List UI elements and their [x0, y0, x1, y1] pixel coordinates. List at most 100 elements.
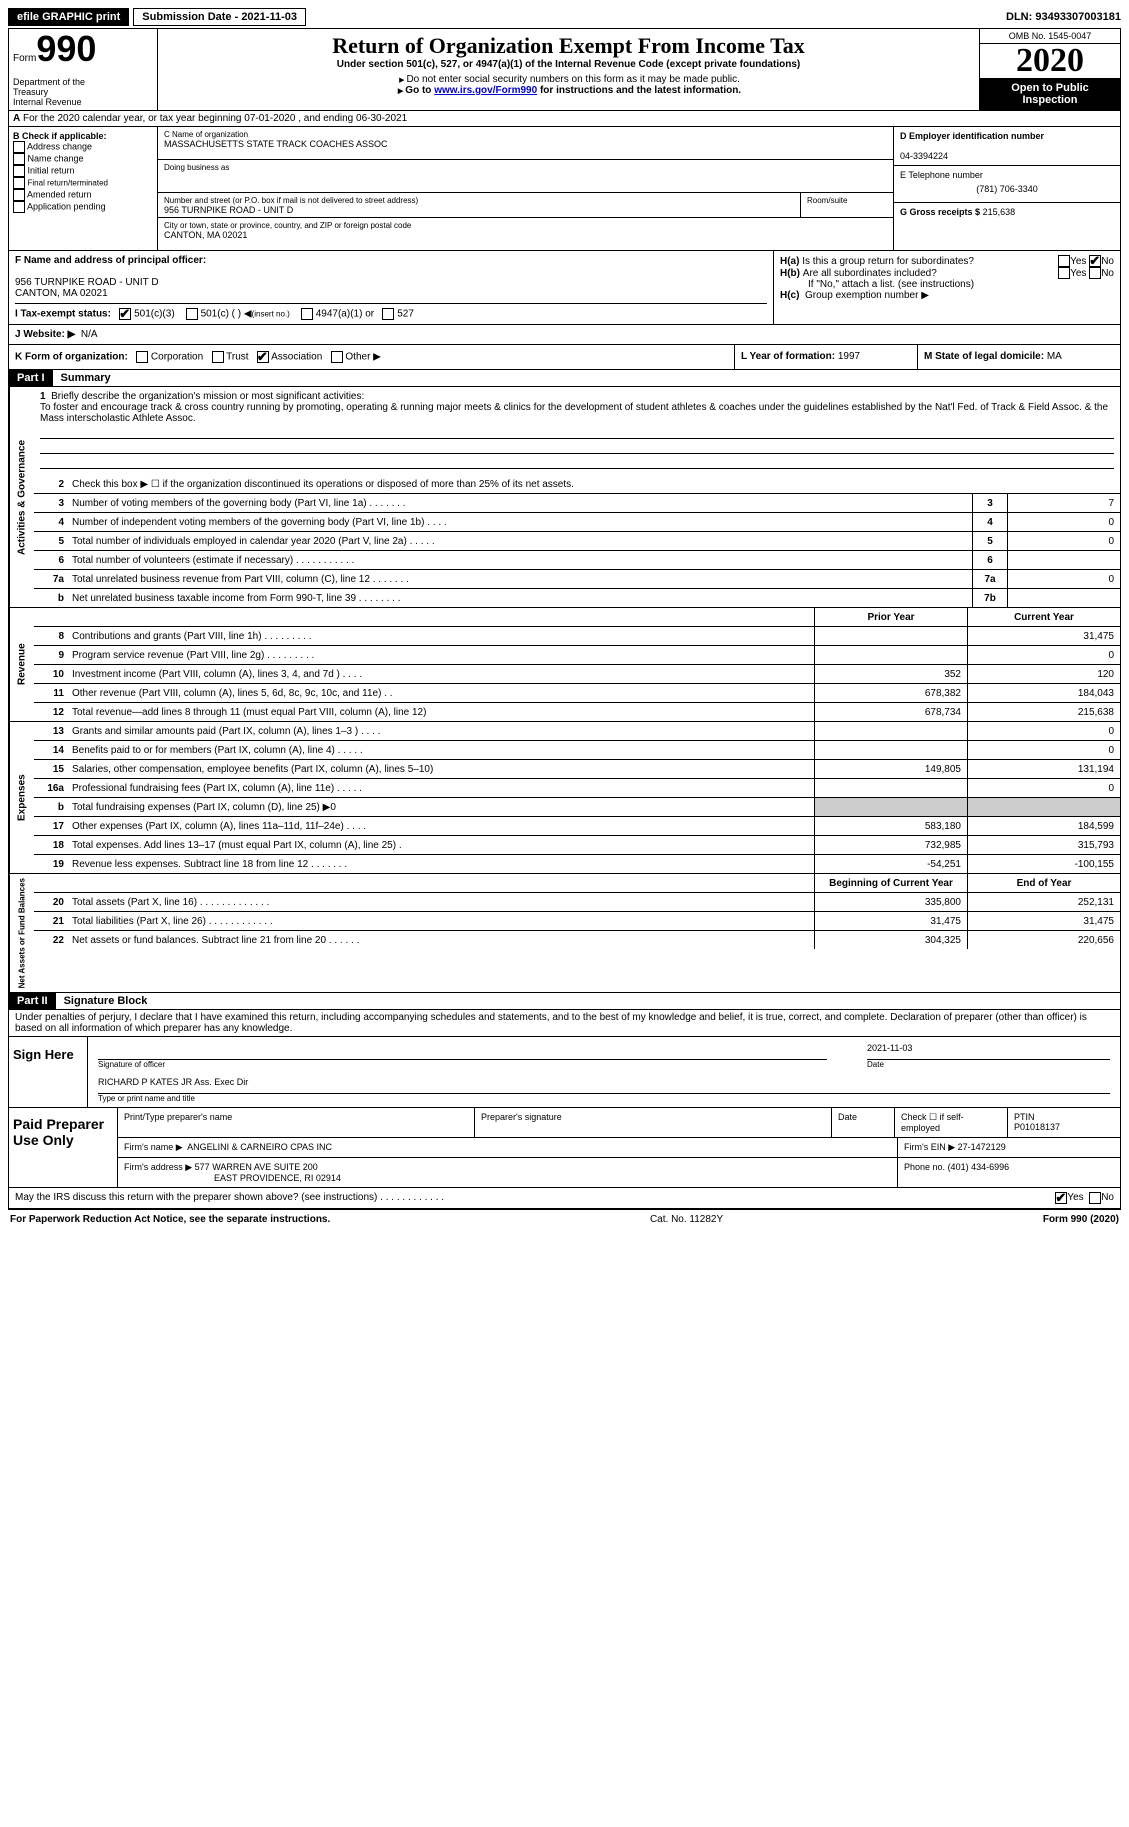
checkbox-final-return[interactable] [13, 177, 25, 189]
checkbox-association[interactable] [257, 351, 269, 363]
line-5-val: 0 [1007, 532, 1120, 550]
firm-name-cell: Firm's name ▶ ANGELINI & CARNEIRO CPAS I… [118, 1138, 898, 1157]
checkbox-4947[interactable] [301, 308, 313, 320]
section-fh: F Name and address of principal officer:… [9, 251, 1120, 325]
part-1-title: Summary [53, 370, 119, 386]
revenue-section: Revenue Prior Year Current Year 8Contrib… [9, 608, 1120, 722]
checkbox-ha-yes[interactable] [1058, 255, 1070, 267]
line-20-begin: 335,800 [814, 893, 967, 911]
line-12: 12Total revenue—add lines 8 through 11 (… [34, 703, 1120, 721]
dept-line-1: Department of the [13, 77, 85, 87]
line-19-prior: -54,251 [814, 855, 967, 873]
header-left: Form990 Department of the Treasury Inter… [9, 29, 158, 110]
line-7b-text: Net unrelated business taxable income fr… [68, 591, 972, 606]
checkbox-address-change[interactable] [13, 141, 25, 153]
label-address-change: Address change [27, 141, 92, 151]
address-label: Number and street (or P.O. box if mail i… [164, 196, 418, 205]
city-label: City or town, state or province, country… [164, 221, 411, 230]
row-a-tax-year: A For the 2020 calendar year, or tax yea… [9, 111, 1120, 127]
box-h: H(a) Is this a group return for subordin… [774, 251, 1120, 324]
label-4947: 4947(a)(1) or [316, 309, 374, 320]
dba-box: Doing business as [158, 160, 893, 193]
header-right: OMB No. 1545-0047 2020 Open to PublicIns… [979, 29, 1120, 110]
firm-ein-label: Firm's EIN ▶ [904, 1142, 955, 1152]
org-name-value: MASSACHUSETTS STATE TRACK COACHES ASSOC [164, 139, 388, 149]
checkbox-ha-no[interactable] [1089, 255, 1101, 267]
line-10: 10Investment income (Part VIII, column (… [34, 665, 1120, 684]
irs-discuss-row: May the IRS discuss this return with the… [9, 1188, 1120, 1209]
line-15-prior: 149,805 [814, 760, 967, 778]
line-7b-num: b [34, 591, 68, 606]
hc-text: Group exemption number [805, 290, 918, 301]
checkbox-other[interactable] [331, 351, 343, 363]
checkbox-initial-return[interactable] [13, 165, 25, 177]
footer-right: Form 990 (2020) [1043, 1214, 1119, 1225]
label-final-return: Final return/terminated [28, 178, 108, 187]
line-4-val: 0 [1007, 513, 1120, 531]
line-3-num: 3 [34, 496, 68, 511]
part-1-badge: Part I [9, 370, 53, 386]
checkbox-amended-return[interactable] [13, 189, 25, 201]
checkbox-corporation[interactable] [136, 351, 148, 363]
line-15-text: Salaries, other compensation, employee b… [68, 762, 814, 777]
org-name-box: C Name of organization MASSACHUSETTS STA… [158, 127, 893, 160]
dept-line-3: Internal Revenue [13, 97, 82, 107]
checkbox-trust[interactable] [212, 351, 224, 363]
checkbox-hb-yes[interactable] [1058, 267, 1070, 279]
ha-text: Is this a group return for subordinates? [802, 256, 1058, 267]
phone-box: E Telephone number (781) 706-3340 [894, 166, 1120, 203]
firm-addr-1: 577 WARREN AVE SUITE 200 [195, 1162, 318, 1172]
line-16b-prior-grey [814, 798, 967, 816]
line-2-text: Check this box ▶ ☐ if the organization d… [68, 477, 1120, 492]
line-9-prior [814, 646, 967, 664]
checkbox-hb-no[interactable] [1089, 267, 1101, 279]
line-20-end: 252,131 [967, 893, 1120, 911]
website-label: J Website: [15, 329, 65, 340]
officer-signature-field[interactable] [98, 1041, 827, 1060]
line-21-begin: 31,475 [814, 912, 967, 930]
principal-officer-label: F Name and address of principal officer: [15, 255, 206, 266]
line-7b-box: 7b [972, 589, 1007, 607]
checkbox-527[interactable] [382, 308, 394, 320]
submission-date-button[interactable]: Submission Date - 2021-11-03 [133, 8, 306, 26]
checkbox-501c[interactable] [186, 308, 198, 320]
firm-addr-2: EAST PROVIDENCE, RI 02914 [124, 1173, 341, 1183]
checkbox-501c3[interactable] [119, 308, 131, 320]
checkbox-name-change[interactable] [13, 153, 25, 165]
col-begin-year: Beginning of Current Year [814, 874, 967, 892]
blank [34, 615, 68, 619]
checkbox-discuss-no[interactable] [1089, 1192, 1101, 1204]
line-7b: b Net unrelated business taxable income … [34, 589, 1120, 607]
line-5-text: Total number of individuals employed in … [68, 534, 972, 549]
website-value: N/A [81, 329, 98, 340]
section-bcd: B Check if applicable: Address change Na… [9, 127, 1120, 251]
line-19-current: -100,155 [967, 855, 1120, 873]
footer-left: For Paperwork Reduction Act Notice, see … [10, 1214, 330, 1225]
signature-date-label: Date [867, 1060, 1110, 1069]
line-16b: bTotal fundraising expenses (Part IX, co… [34, 798, 1120, 817]
underline-3 [40, 456, 1114, 469]
line-8-prior [814, 627, 967, 645]
form-number: 990 [36, 28, 96, 69]
line-6: 6 Total number of volunteers (estimate i… [34, 551, 1120, 570]
line-7a-box: 7a [972, 570, 1007, 588]
line-4-box: 4 [972, 513, 1007, 531]
irs-link[interactable]: www.irs.gov/Form990 [434, 85, 537, 96]
line-12-prior: 678,734 [814, 703, 967, 721]
expenses-content: 13Grants and similar amounts paid (Part … [34, 722, 1120, 873]
line-19-text: Revenue less expenses. Subtract line 18 … [68, 857, 814, 872]
phone-value: (781) 706-3340 [900, 184, 1114, 194]
gross-receipts-box: G Gross receipts $ 215,638 [894, 203, 1120, 229]
line-15-current: 131,194 [967, 760, 1120, 778]
checkbox-application-pending[interactable] [13, 201, 25, 213]
line-16b-current-grey [967, 798, 1120, 816]
form-subtitle: Under section 501(c), 527, or 4947(a)(1)… [162, 59, 975, 70]
line-8-current: 31,475 [967, 627, 1120, 645]
part-1-header-row: Part I Summary [9, 370, 1120, 387]
form-word: Form [13, 53, 36, 64]
vtab-activities: Activities & Governance [9, 387, 34, 607]
checkbox-discuss-yes[interactable] [1055, 1192, 1067, 1204]
line-9: 9Program service revenue (Part VIII, lin… [34, 646, 1120, 665]
ptin-label: PTIN [1014, 1112, 1035, 1122]
efile-button[interactable]: efile GRAPHIC print [8, 8, 129, 26]
